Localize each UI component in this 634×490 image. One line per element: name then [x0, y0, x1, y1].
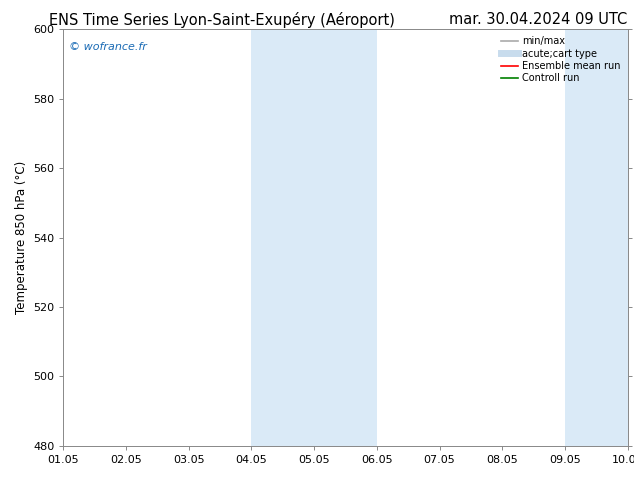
Text: © wofrance.fr: © wofrance.fr — [69, 42, 147, 52]
Bar — [283, 29, 377, 446]
Bar — [565, 29, 597, 446]
Y-axis label: Temperature 850 hPa (°C): Temperature 850 hPa (°C) — [15, 161, 27, 314]
Bar — [252, 29, 283, 446]
Bar — [597, 29, 628, 446]
Legend: min/max, acute;cart type, Ensemble mean run, Controll run: min/max, acute;cart type, Ensemble mean … — [499, 34, 623, 85]
Text: ENS Time Series Lyon-Saint-Exupéry (Aéroport): ENS Time Series Lyon-Saint-Exupéry (Aéro… — [49, 12, 395, 28]
Text: mar. 30.04.2024 09 UTC: mar. 30.04.2024 09 UTC — [450, 12, 628, 27]
